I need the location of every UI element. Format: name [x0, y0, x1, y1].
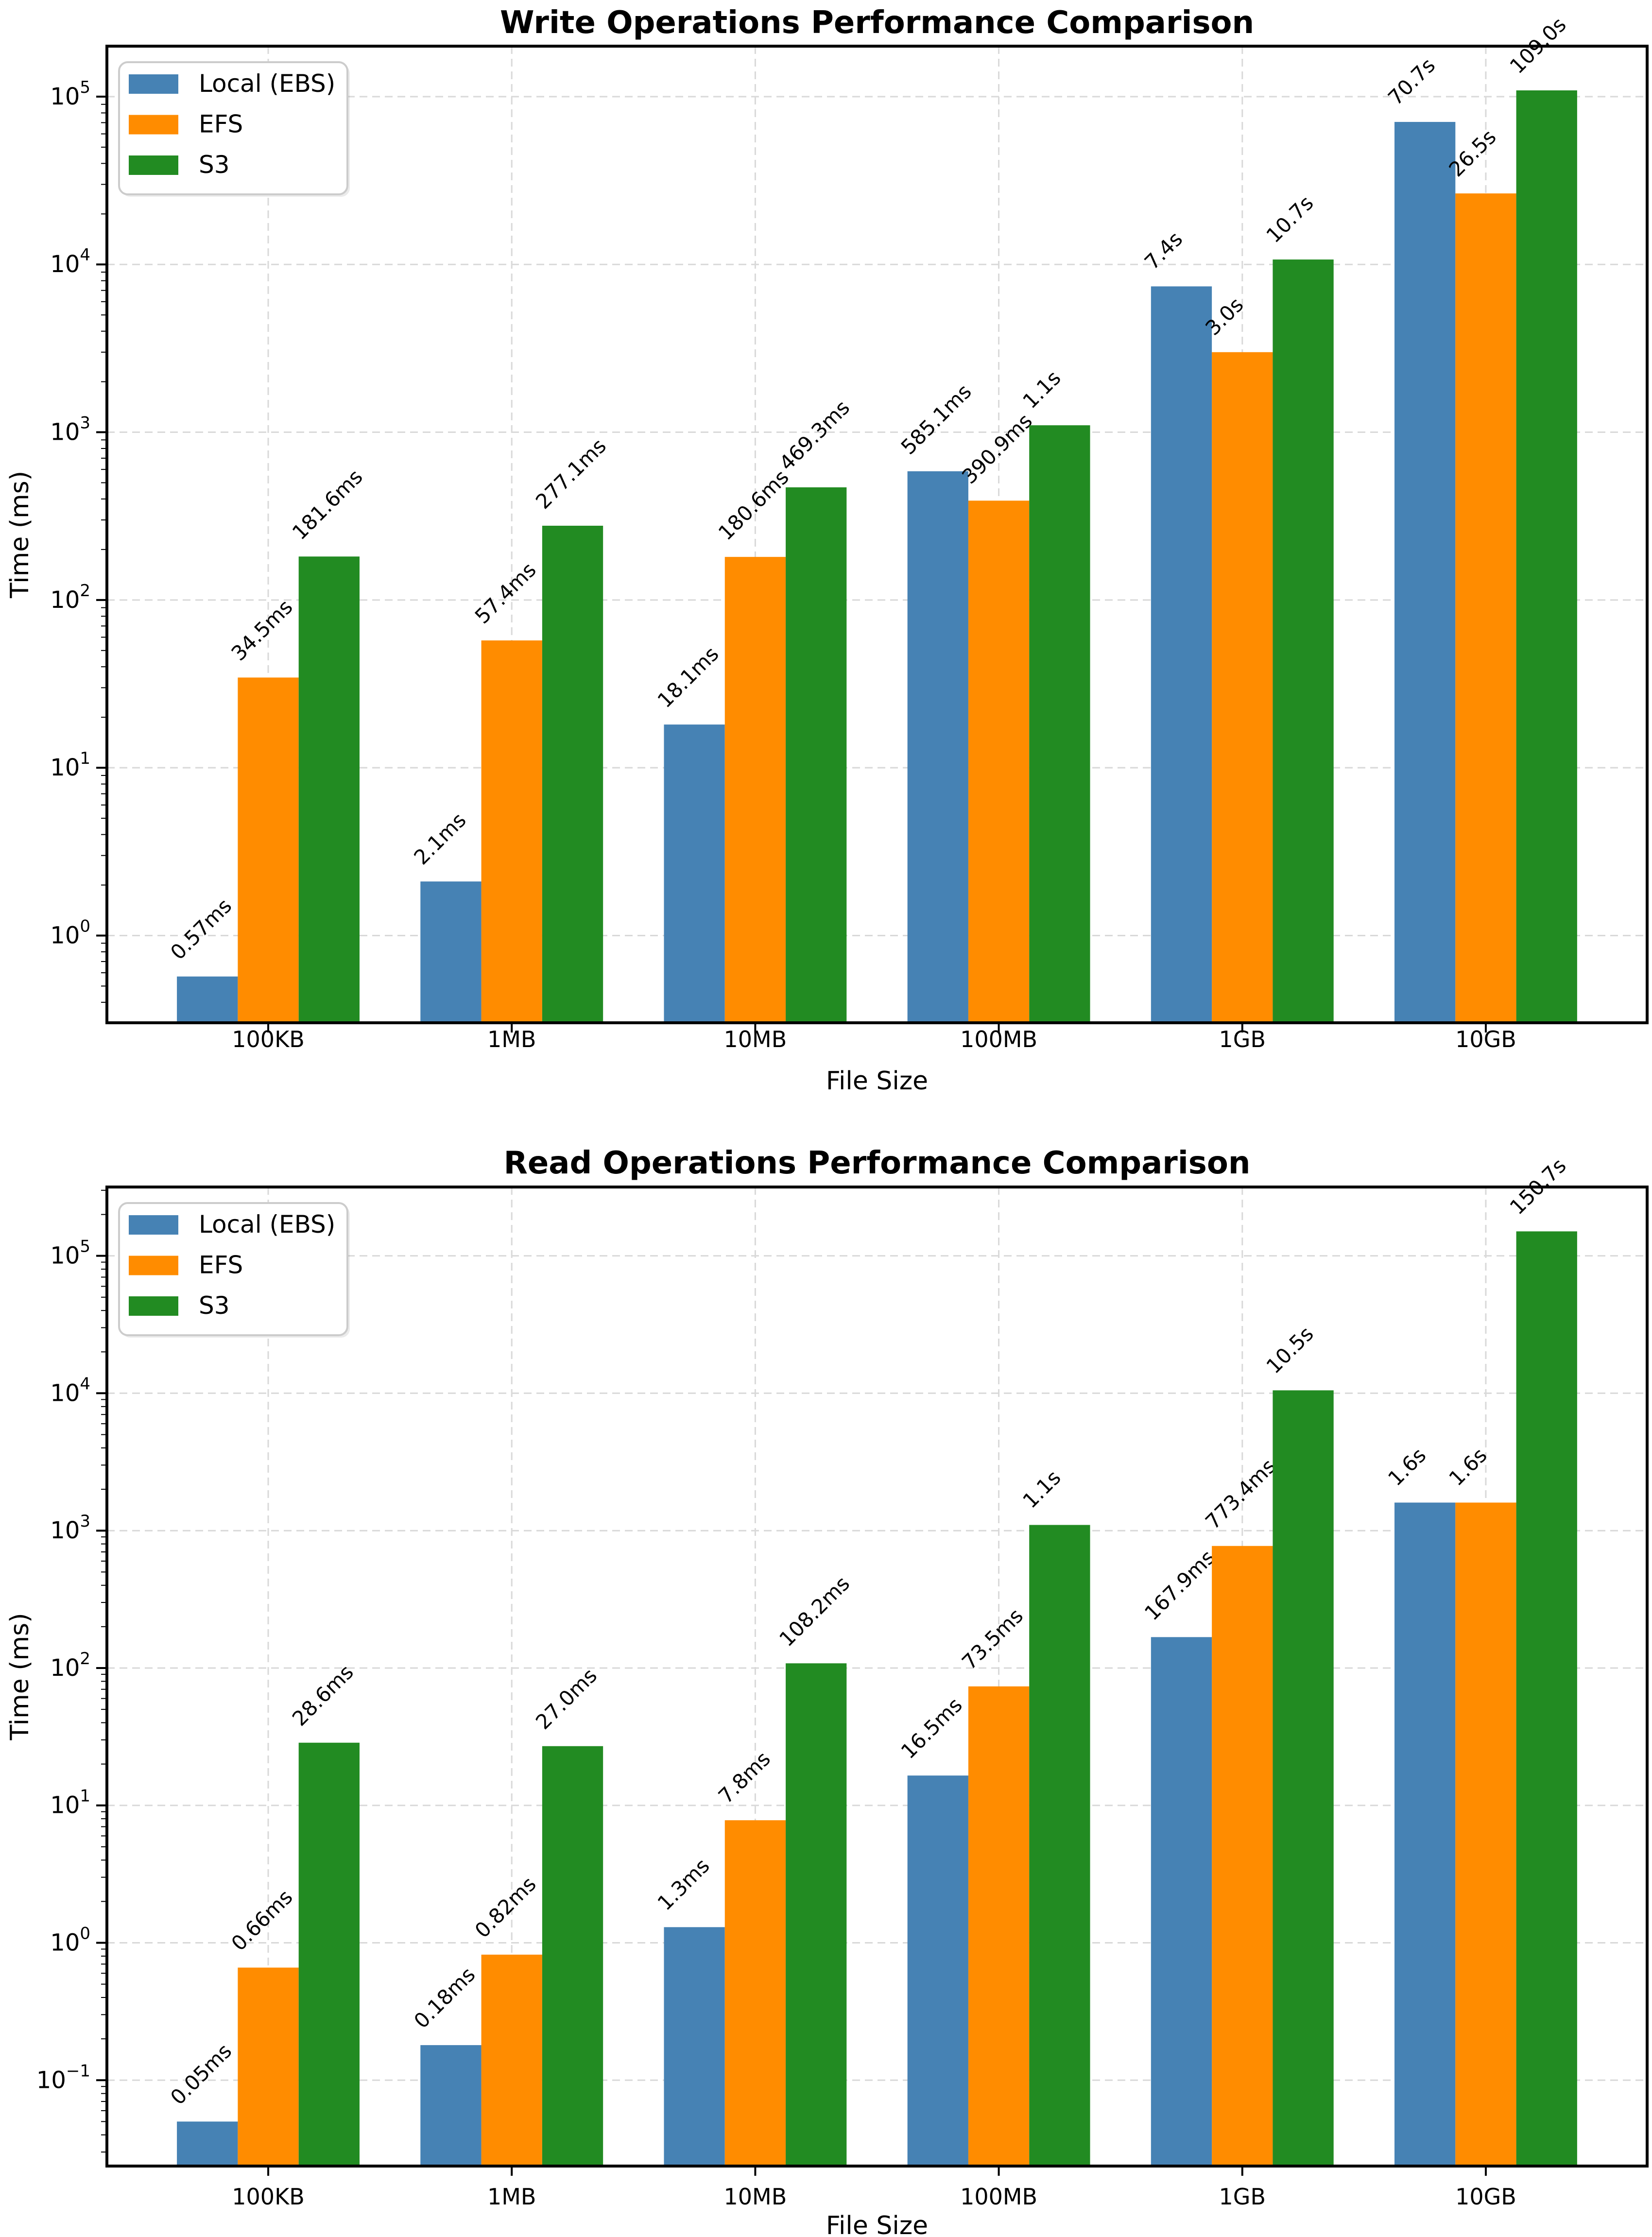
y-axis-label: Time (ms)	[5, 471, 34, 599]
y-tick-label: 101	[50, 1787, 90, 1819]
y-tick-label: 100	[50, 1924, 90, 1957]
x-tick-label: 1MB	[487, 1026, 536, 1052]
bar-s3-100mb	[1029, 425, 1090, 1023]
bar-efs-1mb	[481, 640, 542, 1023]
read-operations-chart: 0.05ms 0.18ms 1.3ms 16.5ms 167.9ms 1.6s 0.66ms…	[0, 1118, 1652, 2237]
bar-local-ebs-1gb	[1151, 1637, 1212, 2166]
y-tick-label: 101	[50, 749, 90, 781]
legend-label: Local (EBS)	[199, 1210, 335, 1239]
axes-spines	[105, 1186, 1649, 2168]
legend-swatch-local-ebs	[129, 74, 178, 94]
legend-swatch-s3	[129, 1296, 178, 1316]
bar-local-ebs-100kb	[177, 2121, 238, 2166]
y-tick-label: 104	[50, 1374, 90, 1407]
x-tick-label: 10GB	[1455, 2184, 1516, 2210]
x-tick-label: 10MB	[724, 2184, 787, 2210]
bar-s3-1gb	[1273, 1390, 1334, 2166]
bar-efs-1gb	[1212, 352, 1273, 1023]
x-tick-label: 100KB	[232, 1026, 305, 1052]
y-tick-label: 102	[50, 581, 90, 614]
bar-efs-1gb	[1212, 1546, 1273, 2166]
y-tick-label: 100	[50, 916, 90, 949]
read-operations-canvas: 0.05ms0.18ms1.3ms16.5ms167.9ms1.6s0.66ms…	[0, 1118, 1652, 2237]
y-axis-label: Time (ms)	[5, 1613, 34, 1740]
x-axis-label: File Size	[826, 1067, 928, 1096]
x-tick-label: 1GB	[1219, 1026, 1266, 1052]
bar-efs-10mb	[724, 1820, 786, 2166]
x-tick-label: 100KB	[232, 2184, 305, 2210]
bar-efs-1mb	[481, 1954, 542, 2166]
bar-efs-10gb	[1455, 1502, 1516, 2166]
x-tick-label: 10GB	[1455, 1026, 1516, 1052]
legend-swatch-local-ebs	[129, 1215, 178, 1235]
x-tick-label: 100MB	[960, 2184, 1037, 2210]
axes-spines	[105, 45, 1649, 1024]
bar-s3-1gb	[1273, 259, 1334, 1023]
bar-local-ebs-1mb	[420, 881, 482, 1023]
x-axis-label: File Size	[826, 2211, 928, 2237]
legend-label: S3	[199, 1291, 230, 1320]
y-tick-label: 103	[50, 1512, 90, 1544]
bar-local-ebs-10gb	[1394, 1502, 1456, 2166]
x-tick-label: 1GB	[1219, 2184, 1266, 2210]
bar-s3-100mb	[1029, 1525, 1090, 2166]
bar-efs-10mb	[724, 557, 786, 1023]
y-tick-label: 102	[50, 1649, 90, 1682]
legend-swatch-efs	[129, 115, 178, 135]
y-tick-label: 104	[50, 245, 90, 278]
bar-local-ebs-1mb	[420, 2045, 482, 2166]
bar-s3-1mb	[542, 525, 603, 1023]
bar-s3-10gb	[1516, 90, 1577, 1023]
legend-label: S3	[199, 151, 230, 179]
bar-local-ebs-10mb	[664, 1927, 725, 2166]
y-tick-label: 103	[50, 413, 90, 446]
bar-s3-100kb	[298, 1742, 360, 2166]
bar-local-ebs-100mb	[907, 1775, 968, 2166]
bar-s3-100kb	[298, 556, 360, 1023]
y-tick-label: 105	[50, 78, 90, 110]
bar-s3-10gb	[1516, 1231, 1577, 2166]
legend-swatch-efs	[129, 1256, 178, 1275]
bar-local-ebs-10gb	[1394, 121, 1456, 1023]
bar-efs-100mb	[968, 500, 1030, 1023]
x-tick-label: 1MB	[487, 2184, 536, 2210]
legend-swatch-s3	[129, 155, 178, 175]
bar-efs-100kb	[238, 1967, 299, 2166]
bar-local-ebs-1gb	[1151, 286, 1212, 1023]
bar-s3-1mb	[542, 1746, 603, 2166]
chart-title: Read Operations Performance Comparison	[504, 1145, 1251, 1181]
legend-label: Local (EBS)	[199, 69, 335, 98]
bar-s3-10mb	[786, 1663, 847, 2166]
write-operations-chart: 0.57ms 2.1ms 18.1ms 585.1ms 7.4s 70.7s 34.5ms 5…	[0, 0, 1652, 1118]
bar-s3-10mb	[786, 487, 847, 1023]
chart-title: Write Operations Performance Comparison	[500, 5, 1254, 41]
y-tick-label: 105	[50, 1237, 90, 1270]
bar-efs-10gb	[1455, 193, 1516, 1023]
bar-local-ebs-100mb	[907, 471, 968, 1023]
bar-efs-100mb	[968, 1686, 1030, 2166]
write-operations-canvas: 0.57ms2.1ms18.1ms585.1ms7.4s70.7s34.5ms5…	[0, 0, 1652, 1118]
legend-label: EFS	[199, 110, 243, 138]
x-tick-label: 10MB	[724, 1026, 787, 1052]
bar-local-ebs-100kb	[177, 976, 238, 1023]
bar-local-ebs-10mb	[664, 724, 725, 1023]
bar-efs-100kb	[238, 677, 299, 1023]
x-tick-label: 100MB	[960, 1026, 1037, 1052]
legend-label: EFS	[199, 1251, 243, 1279]
y-tick-label: 10−1	[36, 2061, 90, 2094]
